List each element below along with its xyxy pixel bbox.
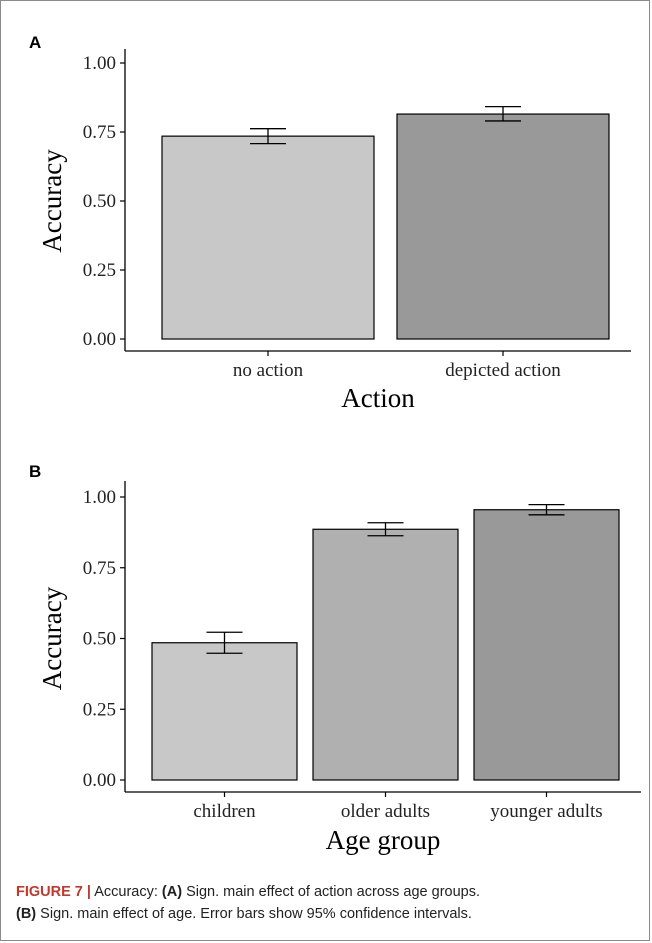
x-tick-label: no action	[233, 360, 304, 381]
panel-letter: B	[29, 462, 41, 481]
panel-a: A 0.00 0.25 0.50 0.75 1.00 no action depicted a…	[29, 33, 631, 413]
caption-lead: Accuracy:	[94, 884, 158, 900]
y-tick-label: 0.50	[83, 191, 116, 212]
x-axis-title: Age group	[326, 825, 441, 855]
bar	[396, 113, 610, 340]
bar	[151, 642, 298, 781]
y-tick-label: 0.50	[83, 629, 116, 650]
bar	[312, 528, 459, 781]
panel-letter: A	[29, 33, 41, 52]
y-tick-label: 1.00	[83, 487, 116, 508]
y-tick-label: 1.00	[83, 53, 116, 74]
x-tick-label: children	[193, 801, 256, 822]
panel-b: B 0.00 0.25 0.50 0.75 1.00 children older adult…	[29, 462, 641, 855]
y-tick-label: 0.25	[83, 699, 116, 720]
x-axis-title: Action	[341, 383, 415, 413]
bar	[161, 135, 375, 340]
y-tick-label: 0.25	[83, 260, 116, 281]
caption-a-text: Sign. main effect of action across age g…	[186, 884, 481, 900]
figure-caption: FIGURE 7 | Accuracy: (A) Sign. main effe…	[16, 881, 641, 925]
caption-b-text: Sign. main effect of age. Error bars sho…	[40, 906, 472, 922]
caption-a-tag: (A)	[161, 884, 183, 900]
figure-svg: A 0.00 0.25 0.50 0.75 1.00 no action depicted a…	[29, 33, 641, 855]
y-tick-label: 0.00	[83, 329, 116, 350]
caption-b-tag: (B)	[16, 906, 37, 922]
y-tick-label: 0.75	[83, 558, 116, 579]
x-tick-label: older adults	[341, 801, 430, 822]
y-axis-title: Accuracy	[37, 149, 67, 253]
y-tick-label: 0.75	[83, 122, 116, 143]
caption-label: FIGURE 7 |	[16, 884, 91, 900]
bar	[473, 509, 620, 781]
x-tick-label: depicted action	[445, 360, 561, 381]
y-axis-title: Accuracy	[37, 586, 67, 690]
y-tick-label: 0.00	[83, 770, 116, 791]
x-tick-label: younger adults	[490, 801, 602, 822]
